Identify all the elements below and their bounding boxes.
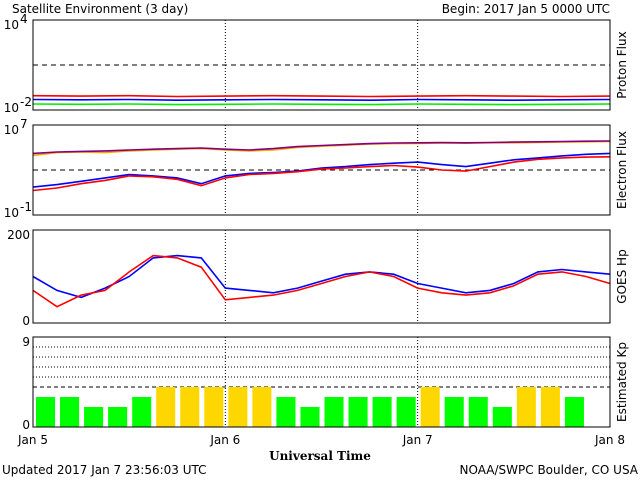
x-axis-title: Universal Time <box>269 449 371 463</box>
electron-flux-series-line <box>32 152 611 188</box>
estimated-kp-bar <box>36 397 56 427</box>
proton-flux-ytick-label: 10 <box>4 18 19 32</box>
estimated-kp-bar <box>60 397 80 427</box>
estimated-kp-bar <box>420 387 440 427</box>
electron-flux-ytick-exponent: 7 <box>20 117 28 131</box>
electron-flux-ytick-exponent: -1 <box>20 200 32 214</box>
estimated-kp-bar <box>468 397 488 427</box>
estimated-kp-frame <box>32 336 611 428</box>
proton-flux-ytick-label: 10 <box>4 101 19 115</box>
proton-flux-series-line <box>32 103 611 106</box>
estimated-kp-bar <box>156 387 176 427</box>
updated-label: Updated 2017 Jan 7 23:56:03 UTC <box>2 463 207 477</box>
estimated-kp-bar <box>108 407 128 427</box>
estimated-kp-bar <box>204 387 224 427</box>
goes-hp-series-line <box>32 254 611 308</box>
estimated-kp-bar <box>276 397 296 427</box>
proton-flux-frame <box>32 19 611 111</box>
proton-flux-series-line <box>32 98 611 102</box>
begin-label: Begin: 2017 Jan 5 0000 UTC <box>442 2 610 16</box>
estimated-kp-bar <box>324 397 344 427</box>
source-label: NOAA/SWPC Boulder, CO USA <box>460 463 639 477</box>
estimated-kp-bar <box>252 387 272 427</box>
proton-flux-ytick-exponent: 4 <box>20 12 28 26</box>
proton-flux-ytick-exponent: -2 <box>20 95 32 109</box>
estimated-kp-bar <box>132 397 152 427</box>
goes-hp-ytick-label: 0 <box>22 314 30 328</box>
electron-flux-series-line <box>32 140 611 157</box>
estimated-kp-ytick-label: 0 <box>22 418 30 432</box>
goes-hp-ytick-label: 200 <box>7 228 30 242</box>
estimated-kp-bar <box>372 397 392 427</box>
chart-title: Satellite Environment (3 day) <box>12 2 188 16</box>
estimated-kp-bar <box>516 387 536 427</box>
estimated-kp-bar <box>180 387 200 427</box>
electron-flux-series-line <box>32 140 611 155</box>
estimated-kp-bar <box>492 407 512 427</box>
x-tick-label: Jan 6 <box>209 433 240 447</box>
x-tick-label: Jan 5 <box>17 433 48 447</box>
electron-flux-label: Electron Flux <box>615 131 629 209</box>
estimated-kp-bar <box>300 407 320 427</box>
estimated-kp-bar <box>348 397 368 427</box>
electron-flux-frame <box>32 124 611 216</box>
estimated-kp-label: Estimated Kp <box>615 342 629 422</box>
estimated-kp-ytick-label: 9 <box>22 335 30 349</box>
x-tick-label: Jan 8 <box>594 433 625 447</box>
estimated-kp-bar <box>228 387 248 427</box>
estimated-kp-bar <box>540 387 560 427</box>
estimated-kp-bar <box>396 397 416 427</box>
goes-hp-frame <box>32 229 611 324</box>
estimated-kp-bar <box>564 397 584 427</box>
electron-flux-series-line <box>32 156 611 192</box>
electron-flux-ytick-label: 10 <box>4 123 19 137</box>
estimated-kp-bar <box>84 407 104 427</box>
x-tick-label: Jan 7 <box>402 433 433 447</box>
proton-flux-series-line <box>32 94 611 98</box>
proton-flux-label: Proton Flux <box>615 31 629 98</box>
goes-hp-label: GOES Hp <box>615 249 629 303</box>
goes-hp-series-line <box>32 254 611 299</box>
estimated-kp-bar <box>444 397 464 427</box>
electron-flux-ytick-label: 10 <box>4 206 19 220</box>
